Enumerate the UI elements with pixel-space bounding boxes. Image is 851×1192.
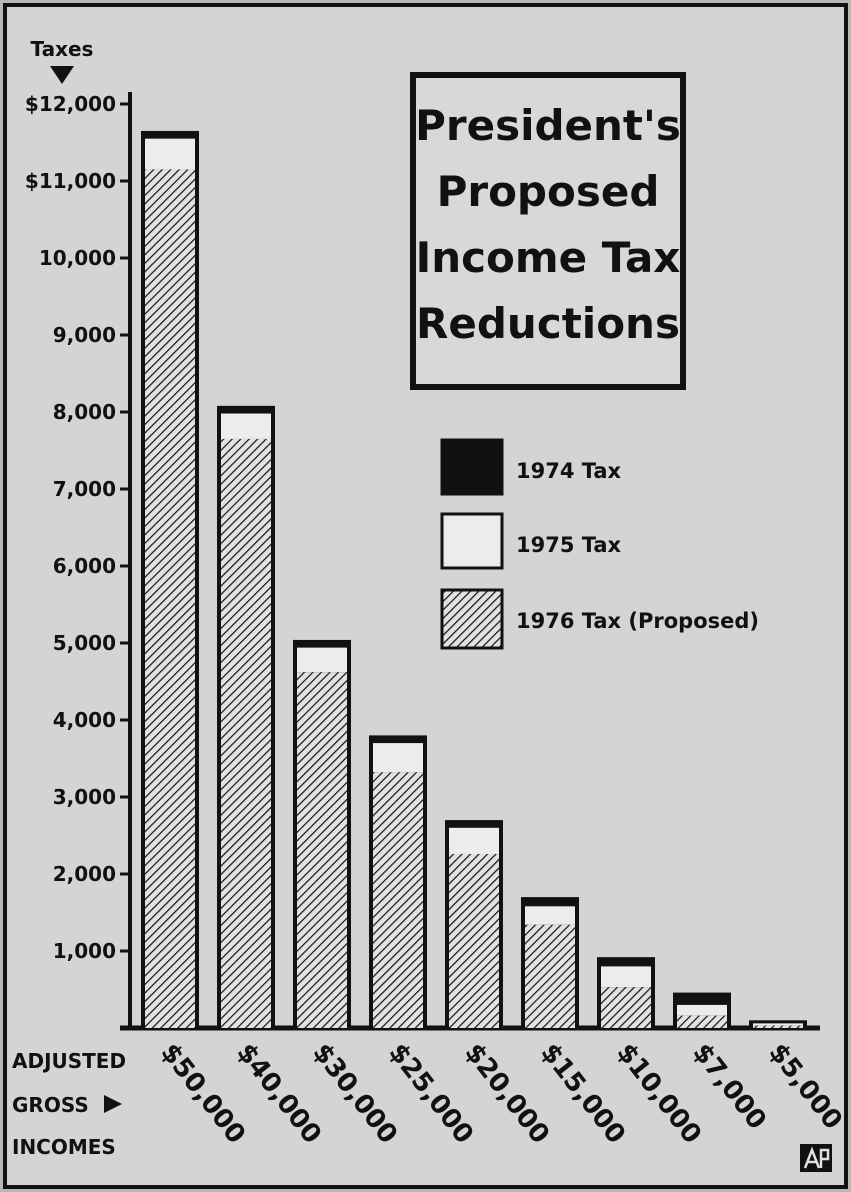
- y-tick-label: 6,000: [53, 554, 116, 578]
- bar-1976: [677, 1015, 727, 1028]
- x-axis-title: ADJUSTED GROSS INCOMES: [12, 1049, 126, 1159]
- title-line-4: Reductions: [416, 299, 680, 348]
- legend-label-1976: 1976 Tax (Proposed): [516, 609, 759, 633]
- bar-1976: [221, 438, 271, 1028]
- y-tick-label: 7,000: [53, 477, 116, 501]
- bar-1976: [449, 853, 499, 1028]
- x-axis-title-line-2: GROSS: [12, 1093, 89, 1117]
- y-axis-title: Taxes: [31, 37, 94, 61]
- y-tick-label: $12,000: [25, 92, 116, 116]
- bar-1976: [525, 924, 575, 1028]
- y-tick-label: $11,000: [25, 169, 116, 193]
- bar-1975: [145, 138, 195, 170]
- bars: [141, 130, 807, 1029]
- y-tick-label: 10,000: [39, 246, 116, 270]
- bar-group: [445, 820, 503, 1028]
- bar-1975: [525, 906, 575, 925]
- bar-group: [749, 1020, 807, 1028]
- bar-1976: [601, 987, 651, 1028]
- bar-1976: [373, 772, 423, 1028]
- bar-1975: [221, 413, 271, 439]
- bar-group: [673, 992, 731, 1028]
- legend-swatch-1974: [440, 438, 504, 496]
- title-box: President's Proposed Income Tax Reductio…: [410, 72, 686, 390]
- x-axis-title-line-3: INCOMES: [12, 1135, 116, 1159]
- bar-group: [293, 639, 351, 1028]
- ap-logo-icon: [800, 1144, 832, 1172]
- bar-group: [521, 897, 579, 1028]
- bar-group: [141, 130, 199, 1028]
- legend-swatch-1975: [440, 512, 504, 570]
- bar-1975: [449, 827, 499, 854]
- x-axis-arrow-icon: [104, 1095, 122, 1113]
- bar-1976: [753, 1025, 803, 1028]
- legend-label-1974: 1974 Tax: [516, 459, 622, 483]
- title-line-2: Proposed: [437, 167, 660, 216]
- title-line-3: Income Tax: [416, 233, 681, 282]
- bar-1976: [297, 672, 347, 1028]
- y-tick-label: 5,000: [53, 631, 116, 655]
- bar-1975: [753, 1023, 803, 1026]
- bar-group: [217, 405, 275, 1029]
- bar-1976: [145, 169, 195, 1028]
- legend-label-1975: 1975 Tax: [516, 533, 622, 557]
- bar-1975: [601, 966, 651, 988]
- title-line-1: President's: [415, 101, 681, 150]
- x-axis-title-line-1: ADJUSTED: [12, 1049, 126, 1073]
- bar-1975: [677, 1004, 727, 1016]
- y-tick-label: 1,000: [53, 939, 116, 963]
- legend: 1974 Tax 1975 Tax 1976 Tax (Proposed): [440, 438, 759, 650]
- legend-swatch-1976: [440, 588, 504, 650]
- bar-1975: [297, 647, 347, 673]
- y-tick-label: 3,000: [53, 785, 116, 809]
- y-axis-arrow-icon: [50, 66, 74, 84]
- y-ticks: $12,000 $11,000 10,000 9,000 8,000 7,000 6,000…: [25, 92, 132, 963]
- y-tick-label: 4,000: [53, 708, 116, 732]
- bar-group: [369, 735, 427, 1028]
- y-tick-label: 2,000: [53, 862, 116, 886]
- y-tick-label: 9,000: [53, 323, 116, 347]
- bar-1975: [373, 743, 423, 773]
- title-box-inner: [416, 78, 680, 384]
- y-tick-label: 8,000: [53, 400, 116, 424]
- bar-group: [597, 957, 655, 1028]
